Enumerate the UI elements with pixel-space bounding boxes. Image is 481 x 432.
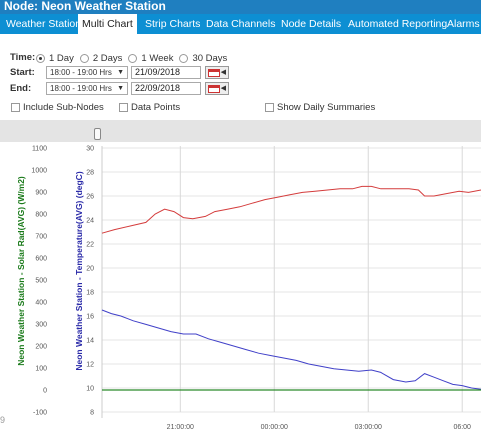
y-tick-solar: 700 (35, 234, 47, 241)
end-date-input[interactable]: 22/09/2018 (131, 82, 201, 95)
calendar-icon (208, 85, 220, 93)
start-calendar-button[interactable]: ◀ (205, 66, 229, 79)
y-tick-solar: 500 (35, 278, 47, 285)
tab-multi-chart[interactable]: Multi Chart (78, 14, 137, 34)
include-sub-nodes-checkbox[interactable] (11, 103, 20, 112)
radio-2-days[interactable] (79, 53, 89, 63)
time-label: Time: (10, 52, 36, 63)
chart-series (101, 185, 481, 391)
chevron-down-icon: ▼ (117, 85, 124, 92)
y-tick-temperature: 24 (86, 218, 94, 225)
end-time-select[interactable]: 18:00 - 19:00 Hrs ▼ (46, 82, 128, 95)
y-axis-title-solar-radiation: Neon Weather Station - Solar Rad(AVG) (W… (16, 176, 26, 366)
tab-node-details[interactable]: Node Details (281, 18, 342, 30)
time-range-radio-group: 1 Day 2 Days 1 Week 30 Days (36, 52, 231, 64)
y-tick-solar: 800 (35, 212, 47, 219)
chart-grid (102, 146, 481, 413)
tab-automated-reporting[interactable]: Automated Reporting (348, 18, 448, 30)
tab-weather-station[interactable]: Weather Station (6, 18, 82, 30)
series-line-1 (101, 185, 481, 234)
y-tick-temperature: 28 (86, 170, 94, 177)
y-tick-solar: 300 (35, 322, 47, 329)
y-tick-solar: 900 (35, 190, 47, 197)
chart-axes: 110010009008007006005004003002001000-100… (31, 146, 471, 432)
chart-controls: Time: 1 Day 2 Days 1 Week 30 Days Start:… (0, 34, 481, 120)
y-axis-title-temperature: Neon Weather Station - Temperature(AVG) … (74, 171, 84, 370)
radio-2-days-label: 2 Days (92, 52, 123, 64)
radio-1-week-label: 1 Week (141, 52, 174, 64)
end-label: End: (10, 83, 32, 94)
caret-left-icon: ◀ (220, 85, 226, 92)
y-tick-temperature: 10 (86, 386, 94, 393)
show-daily-summaries-label: Show Daily Summaries (277, 102, 376, 113)
end-time-value: 18:00 - 19:00 Hrs (50, 84, 112, 93)
tab-data-channels[interactable]: Data Channels (206, 18, 276, 30)
start-time-select[interactable]: 18:00 - 19:00 Hrs ▼ (46, 66, 128, 79)
start-time-value: 18:00 - 19:00 Hrs (50, 68, 112, 77)
data-points-checkbox[interactable] (119, 103, 128, 112)
radio-1-day-label: 1 Day (49, 52, 74, 64)
y-tick-solar: 100 (35, 366, 47, 373)
chevron-down-icon: ▼ (117, 69, 124, 76)
y-tick-solar: 600 (35, 256, 47, 263)
y-tick-temperature: 12 (86, 362, 94, 369)
y-tick-temperature: 26 (86, 194, 94, 201)
include-sub-nodes-label: Include Sub-Nodes (23, 102, 104, 113)
y-tick-temperature: 16 (86, 314, 94, 321)
x-tick-label: 00:00:00 (261, 424, 288, 431)
y-tick-solar: 400 (35, 300, 47, 307)
show-daily-summaries-checkbox[interactable] (265, 103, 274, 112)
calendar-icon (208, 69, 220, 77)
radio-30-days-label: 30 Days (192, 52, 228, 64)
y-tick-solar: 1100 (32, 146, 47, 153)
y-tick-temperature: 18 (86, 290, 94, 297)
end-calendar-button[interactable]: ◀ (205, 82, 229, 95)
cutoff-label: 9 (0, 415, 6, 425)
chart-toolbar (0, 120, 481, 142)
tab-strip-charts[interactable]: Strip Charts (145, 18, 201, 30)
x-tick-label: 21:00:00 (167, 424, 194, 431)
radio-30-days[interactable] (179, 53, 189, 63)
y-tick-solar: 1000 (31, 168, 47, 175)
y-tick-solar: 0 (43, 388, 47, 395)
chart-background (0, 142, 481, 432)
x-tick-label: 03:00:00 (355, 424, 382, 431)
data-points-label: Data Points (131, 102, 181, 113)
y-tick-temperature: 20 (86, 266, 94, 273)
y-tick-temperature: 8 (90, 410, 94, 417)
tab-alarms[interactable]: Alarms (447, 18, 480, 30)
y-tick-temperature: 14 (86, 338, 94, 345)
navigator-handle[interactable] (94, 128, 101, 140)
y-tick-temperature: 22 (86, 242, 94, 249)
start-date-input[interactable]: 21/09/2018 (131, 66, 201, 79)
y-tick-temperature: 30 (86, 146, 94, 153)
radio-1-day[interactable] (36, 53, 45, 63)
y-tick-solar: -100 (33, 410, 47, 417)
multi-line-chart: 110010009008007006005004003002001000-100… (0, 142, 481, 432)
x-tick-label: 06:00 (453, 424, 471, 431)
y-tick-solar: 200 (35, 344, 47, 351)
window-title-bar: Node: Neon Weather Station (0, 0, 481, 14)
series-line-2 (101, 309, 481, 390)
radio-1-week[interactable] (128, 53, 138, 63)
tab-bar: Weather Station Multi Chart Strip Charts… (0, 14, 481, 34)
caret-left-icon: ◀ (220, 69, 226, 76)
window-title: Node: Neon Weather Station (4, 0, 166, 13)
start-label: Start: (10, 67, 35, 78)
